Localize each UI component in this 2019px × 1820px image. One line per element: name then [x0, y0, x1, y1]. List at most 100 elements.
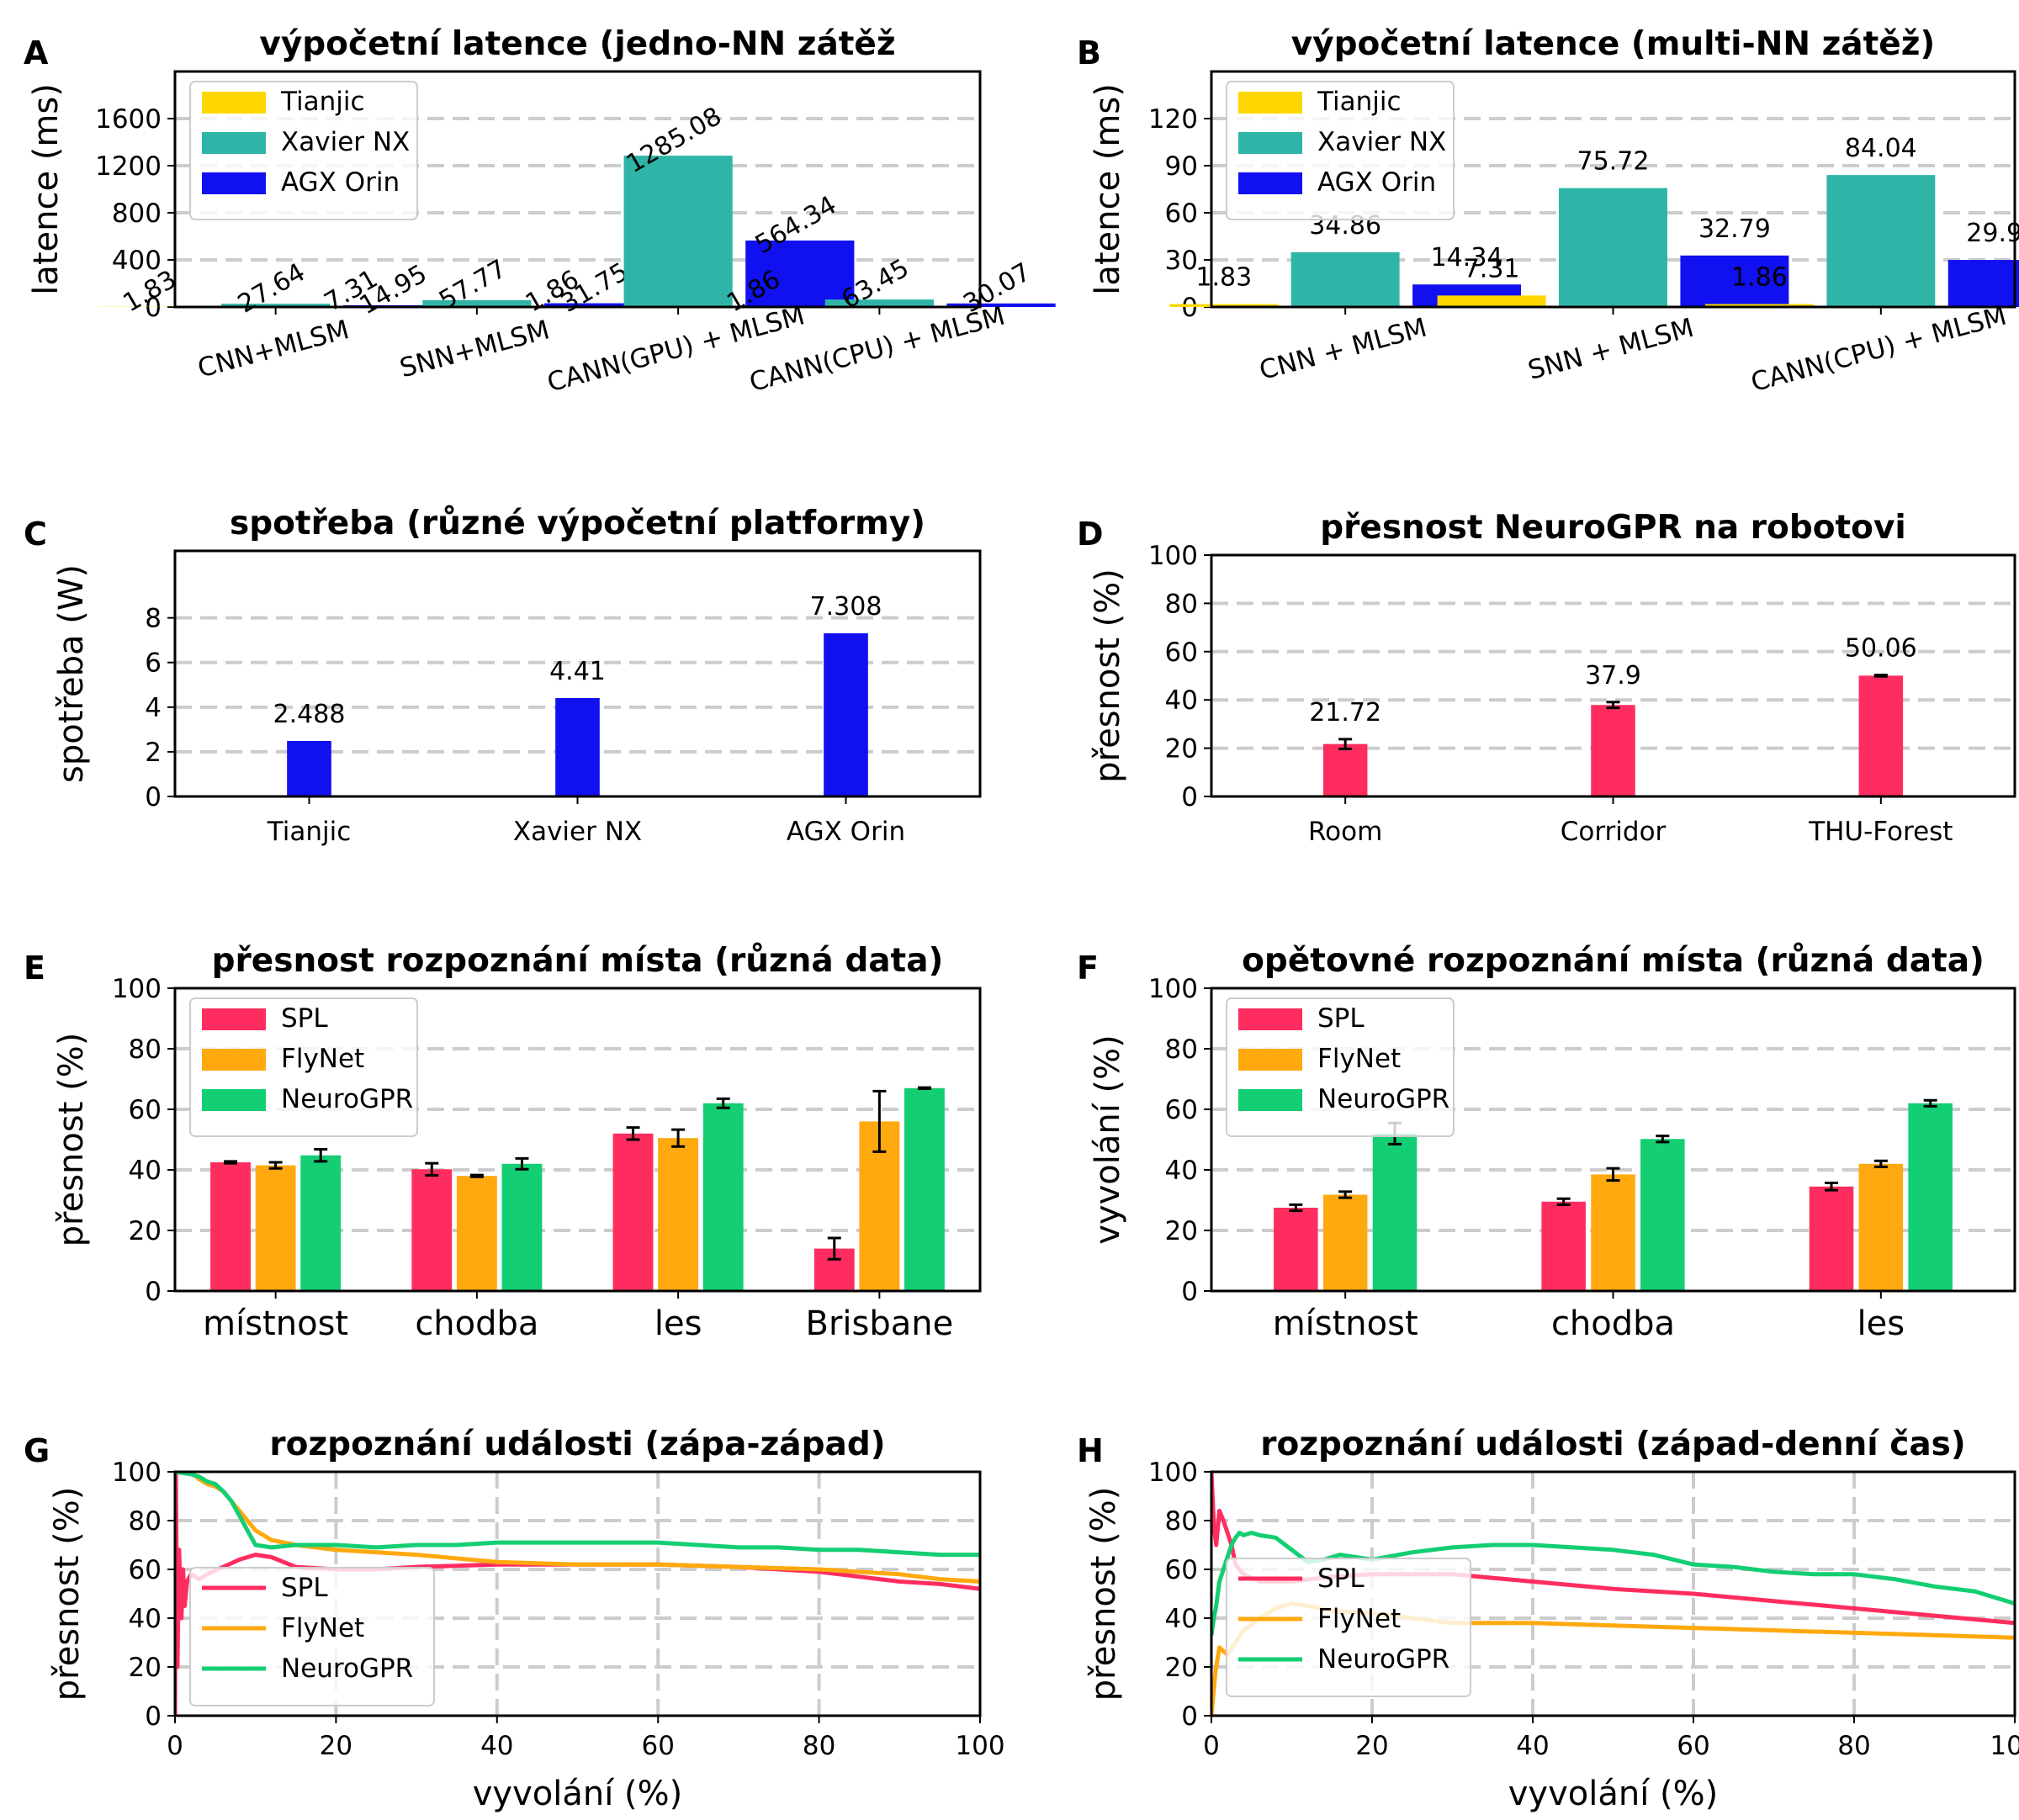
chart-title: spotřeba (různé výpočetní platformy): [230, 505, 925, 542]
axes-frame: [173, 1470, 982, 1717]
legend-swatch: [1238, 92, 1302, 114]
x-tick-label: chodba: [1551, 1304, 1675, 1343]
data-label: 4.41: [549, 657, 606, 686]
y-tick-label: 40: [129, 1604, 162, 1634]
y-tick-label: 8: [145, 604, 162, 634]
x-tick-label: 60: [1677, 1731, 1709, 1761]
bar: [946, 303, 1056, 307]
bar: [221, 304, 331, 307]
y-tick-label: 60: [1165, 1555, 1198, 1585]
y-tick-label: 1200: [95, 151, 162, 182]
panel-label: F: [1077, 950, 1099, 987]
legend-box: [189, 1567, 435, 1706]
x-tick-label: místnost: [203, 1304, 348, 1343]
legend-label: SPL: [1317, 1563, 1365, 1594]
x-tick-label: 40: [1516, 1731, 1549, 1761]
bar: [1290, 251, 1400, 307]
legend-label: Tianjic: [1317, 87, 1402, 117]
y-tick-label: 80: [1165, 589, 1198, 619]
series-line: [189, 1472, 980, 1584]
y-tick-label: 20: [129, 1653, 162, 1683]
chart-title: přesnost rozpoznání místa (různá data): [212, 942, 944, 980]
data-label: 37.9: [1585, 661, 1641, 690]
bar: [1591, 1174, 1635, 1291]
y-tick-label: 60: [1165, 638, 1198, 668]
y-tick-label: 0: [1181, 293, 1198, 323]
y-axis-label: přesnost (%): [48, 1487, 87, 1701]
y-tick-label: 800: [112, 198, 162, 229]
bar: [300, 1155, 342, 1291]
y-tick-label: 100: [1148, 541, 1198, 571]
x-axis-label: vyvolání (%): [1508, 1775, 1719, 1813]
x-tick-label: 100: [955, 1731, 1004, 1761]
y-tick-label: 0: [145, 1701, 162, 1732]
x-tick-label: AGX Orin: [787, 817, 905, 847]
data-label: 21.72: [1309, 698, 1381, 727]
chart-title: výpočetní latence (multi-NN zátěž): [1291, 25, 1935, 63]
y-axis-label: přesnost (%): [1089, 569, 1127, 783]
bar: [1704, 304, 1814, 307]
y-tick-label: 100: [112, 1458, 162, 1488]
y-tick-label: 80: [1165, 1506, 1198, 1537]
y-axis-label: přesnost (%): [52, 1033, 91, 1247]
data-label: 32.79: [1698, 214, 1771, 244]
x-tick-label: 20: [1355, 1731, 1388, 1761]
chart-title: přesnost NeuroGPR na robotovi: [1320, 509, 1906, 547]
legend-label: NeuroGPR: [1317, 1644, 1449, 1675]
bar: [287, 740, 331, 796]
y-tick-label: 4: [145, 693, 162, 723]
y-tick-label: 20: [1165, 1653, 1198, 1683]
legend-label: Tianjic: [280, 87, 365, 117]
x-tick-label: THU-Forest: [1808, 817, 1953, 847]
chart-title: rozpoznání události (zápa-západ): [269, 1426, 885, 1463]
y-tick-label: 80: [129, 1034, 162, 1065]
chart-title: výpočetní latence (jedno-NN zátěž: [259, 25, 895, 63]
bar: [623, 156, 733, 307]
bar: [658, 1138, 699, 1291]
x-tick-label: 60: [641, 1731, 674, 1761]
y-tick-label: 20: [1165, 1216, 1198, 1246]
bar: [1169, 304, 1279, 307]
legend-swatch: [1238, 172, 1302, 194]
bar: [745, 240, 855, 307]
x-tick-label: les: [1857, 1304, 1905, 1343]
bar: [824, 299, 934, 307]
x-tick-label: SNN+MLSM: [396, 315, 553, 384]
bar: [1322, 743, 1368, 796]
legend-swatch: [1238, 132, 1302, 154]
legend-label: FlyNet: [1317, 1604, 1401, 1634]
data-label: 1.83: [1195, 263, 1252, 293]
panel-label: D: [1077, 516, 1104, 553]
y-tick-label: 2: [145, 738, 162, 768]
axes-frame: [1210, 70, 2016, 309]
legend-swatch: [202, 1049, 266, 1071]
bar: [1858, 1163, 1904, 1291]
y-tick-label: 120: [1148, 104, 1198, 135]
legend-label: SPL: [1317, 1003, 1365, 1034]
data-label: 50.06: [1845, 633, 1917, 663]
y-tick-label: 0: [1181, 1701, 1198, 1732]
bar: [255, 1165, 296, 1291]
y-tick-label: 40: [1165, 1604, 1198, 1634]
data-label: 84.04: [1845, 134, 1917, 163]
series-line: [1211, 1531, 2015, 1636]
axes-frame: [1210, 1470, 2016, 1717]
y-tick-label: 30: [1165, 246, 1198, 276]
bar: [555, 697, 600, 796]
legend-swatch: [202, 1008, 266, 1030]
bar: [1640, 1139, 1685, 1291]
bar: [1541, 1201, 1586, 1291]
legend-label: SPL: [281, 1573, 328, 1603]
bar: [904, 1087, 945, 1291]
legend-label: FlyNet: [1317, 1044, 1401, 1074]
panel-label: B: [1077, 34, 1101, 71]
x-tick-label: SNN + MLSM: [1525, 313, 1698, 386]
x-axis-label: vyvolání (%): [473, 1775, 683, 1813]
x-tick-label: Xavier NX: [513, 817, 642, 847]
bar: [702, 1103, 744, 1291]
legend-box: [1226, 1558, 1471, 1697]
x-tick-label: Brisbane: [806, 1304, 954, 1343]
